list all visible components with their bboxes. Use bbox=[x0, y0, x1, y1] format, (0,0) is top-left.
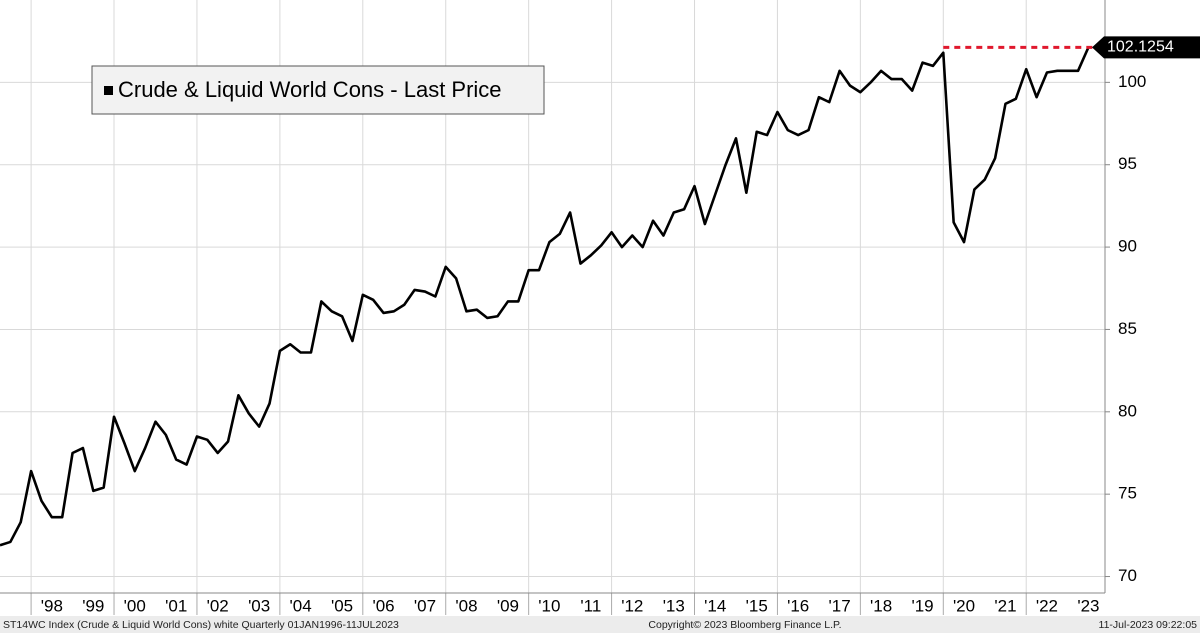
x-tick-label: '12 bbox=[621, 596, 643, 615]
plot bbox=[0, 45, 1093, 547]
x-tick-label: '08 bbox=[455, 596, 477, 615]
legend-swatch bbox=[104, 86, 113, 95]
y-tick-label: 75 bbox=[1118, 484, 1137, 503]
x-tick-label: '99 bbox=[82, 596, 104, 615]
footer-left: ST14WC Index (Crude & Liquid World Cons)… bbox=[3, 619, 399, 631]
last-value-label: 102.1254 bbox=[1107, 39, 1174, 56]
x-tick-label: '04 bbox=[290, 596, 312, 615]
x-tick-label: '23 bbox=[1077, 596, 1099, 615]
x-tick-label: '03 bbox=[248, 596, 270, 615]
series-line bbox=[0, 46, 1090, 547]
legend-box bbox=[91, 65, 545, 115]
y-tick-label: 90 bbox=[1118, 237, 1137, 256]
x-tick-label: '10 bbox=[538, 596, 560, 615]
y-tick-label: 70 bbox=[1118, 566, 1137, 585]
x-tick-label: '16 bbox=[787, 596, 809, 615]
x-tick-label: '14 bbox=[704, 596, 726, 615]
footer-right: 11-Jul-2023 09:22:05 bbox=[1099, 619, 1198, 631]
y-tick-label: 85 bbox=[1118, 319, 1137, 338]
y-tick-label: 80 bbox=[1118, 401, 1137, 420]
x-tick-label: '11 bbox=[580, 596, 601, 615]
legend: Crude & Liquid World Cons - Last Price bbox=[91, 65, 545, 115]
last-value-box bbox=[1092, 36, 1200, 59]
legend-label: Crude & Liquid World Cons - Last Price bbox=[118, 77, 502, 102]
x-tick-label: '06 bbox=[372, 596, 394, 615]
x-tick-label: '09 bbox=[497, 596, 519, 615]
x-tick-label: '19 bbox=[911, 596, 933, 615]
x-tick-label: '17 bbox=[829, 596, 851, 615]
x-tick-label: '15 bbox=[746, 596, 768, 615]
x-tick-label: '02 bbox=[207, 596, 229, 615]
x-tick-label: '20 bbox=[953, 596, 975, 615]
x-tick-label: '22 bbox=[1036, 596, 1058, 615]
y-tick-label: 95 bbox=[1118, 154, 1137, 173]
x-tick-label: '07 bbox=[414, 596, 436, 615]
x-tick-label: '05 bbox=[331, 596, 353, 615]
axis: 70 75 80 85 90 95 100 '98 '99 '00 '01 '02 '03 '04 '05 '… bbox=[0, 0, 1200, 615]
x-tick-label: '21 bbox=[994, 596, 1016, 615]
x-tick-label: '00 bbox=[124, 596, 146, 615]
footer-center: Copyright© 2023 Bloomberg Finance L.P. bbox=[648, 619, 841, 631]
footer-bar bbox=[0, 616, 1200, 633]
x-tick-label: '98 bbox=[41, 596, 63, 615]
x-tick-label: '18 bbox=[870, 596, 892, 615]
y-tick-label: 100 bbox=[1118, 72, 1146, 91]
x-tick-label: '01 bbox=[165, 596, 187, 615]
x-tick-label: '13 bbox=[663, 596, 685, 615]
